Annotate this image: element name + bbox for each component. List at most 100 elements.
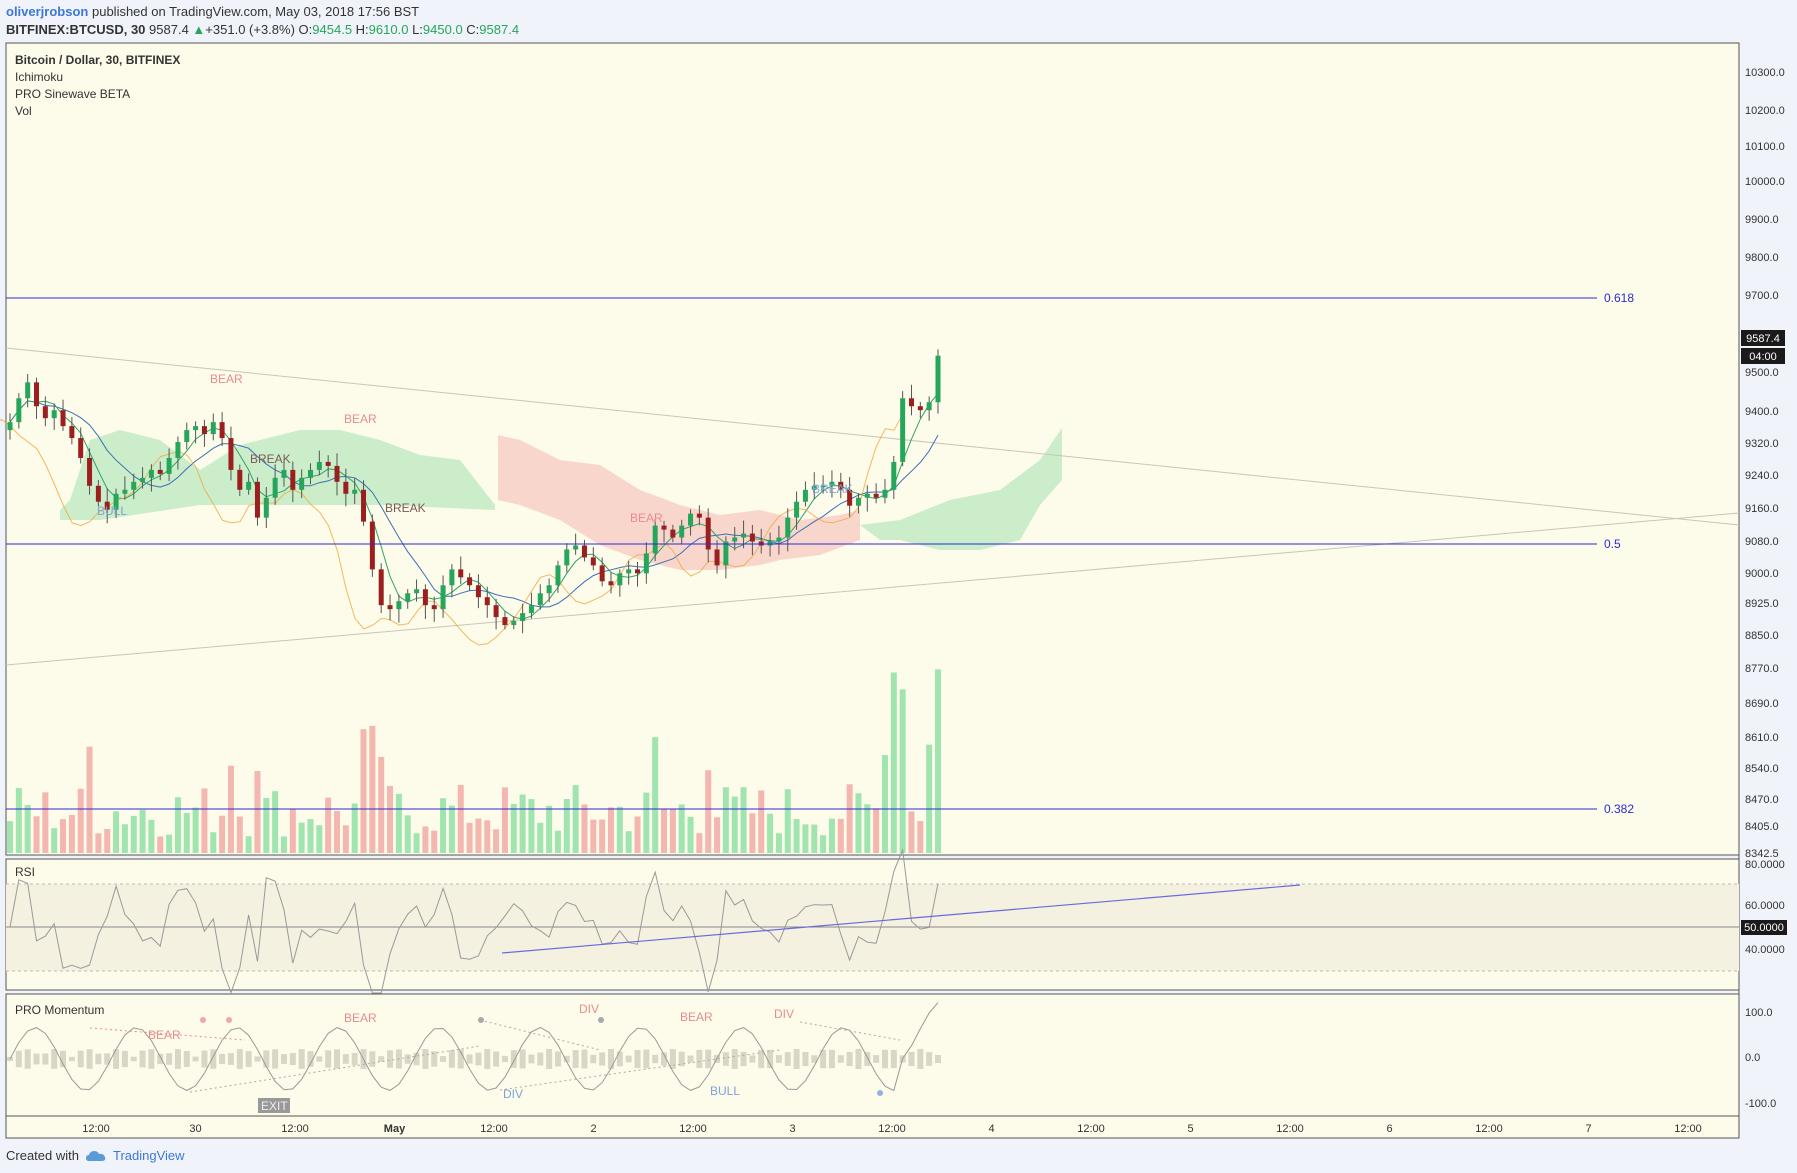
momentum-hist-bar — [157, 1053, 164, 1065]
volume-bar — [33, 816, 40, 853]
volume-bar — [60, 819, 67, 853]
candle-body — [811, 485, 817, 490]
volume-bar — [625, 831, 632, 853]
price-tick: 8470.0 — [1745, 794, 1779, 806]
momentum-hist-bar — [378, 1056, 385, 1062]
time-axis-labels[interactable]: 12:00 30 12:00 May 12:00 2 12:00 3 12:00 4 12:00 5 1… — [82, 1123, 1702, 1135]
momentum-hist-bar — [42, 1053, 49, 1065]
momentum-hist-bar — [201, 1050, 208, 1068]
candle-body — [635, 569, 641, 574]
momentum-hist-bar — [784, 1052, 791, 1066]
fib-level-label: 0.5 — [1604, 537, 1621, 551]
momentum-hist-bar — [272, 1049, 279, 1069]
tradingview-link[interactable]: TradingView — [112, 1148, 185, 1163]
momentum-hist-bar — [652, 1054, 659, 1064]
momentum-hist-bar — [307, 1051, 314, 1067]
candle-body — [467, 577, 473, 586]
legend-symbol[interactable]: Bitcoin / Dollar, 30, BITFINEX — [15, 53, 180, 67]
legend-sinewave[interactable]: PRO Sinewave BETA — [15, 87, 130, 101]
momentum-hist-bar — [669, 1049, 676, 1069]
volume-bar — [908, 811, 915, 853]
candle-body — [140, 477, 146, 482]
momentum-hist-bar — [563, 1055, 570, 1063]
legend-volume[interactable]: Vol — [15, 104, 32, 118]
candle-body — [449, 569, 455, 586]
candle-body — [528, 605, 534, 614]
author-name[interactable]: oliverjrobson — [6, 4, 89, 19]
volume-bar — [784, 789, 791, 853]
candle-body — [926, 402, 932, 411]
rsi-indicator: RSI 80.0000 60.0000 40.0000 50.0000 — [6, 848, 1787, 994]
candle-body — [414, 589, 420, 594]
signal-label: BEAR — [344, 412, 377, 426]
volume-bar — [493, 829, 500, 853]
volume-bar — [793, 819, 800, 853]
tradingview-cloud-icon — [85, 1150, 106, 1161]
price-tick: 10100.0 — [1745, 141, 1785, 153]
momentum-line — [9, 1002, 939, 1092]
momentum-hist-bar — [890, 1049, 897, 1069]
volume-bar — [510, 803, 517, 853]
volume-bar — [307, 819, 314, 853]
momentum-hist-bar — [404, 1054, 411, 1064]
candle-body — [352, 489, 358, 494]
volume-bar — [678, 804, 685, 853]
momentum-hist-bar — [245, 1051, 252, 1067]
momentum-hist-bar — [342, 1054, 349, 1064]
price-axis[interactable]: 10300.0 10200.0 10100.0 10000.0 9900.0 9800.0… — [1745, 67, 1785, 860]
time-tick: 12:00 — [281, 1123, 309, 1135]
volume-bar — [130, 815, 137, 853]
kijun-line — [9, 400, 939, 608]
momentum-hist-bar — [634, 1049, 641, 1069]
momentum-hist-bar — [731, 1049, 738, 1069]
momentum-label: BEAR — [680, 1010, 713, 1024]
price-change: +351.0 (+3.8%) — [205, 22, 295, 37]
momentum-hist-bar — [121, 1050, 128, 1068]
momentum-hist-bar — [554, 1051, 561, 1067]
momentum-hist-bar — [528, 1054, 535, 1064]
candle-body — [254, 481, 260, 518]
candle-body — [802, 489, 808, 502]
candle-body — [263, 497, 269, 518]
momentum-hist-bar — [219, 1053, 226, 1065]
momentum-hist-bar — [935, 1055, 941, 1063]
candle-body — [69, 426, 75, 439]
volume-bar — [448, 805, 455, 853]
rsi-title[interactable]: RSI — [15, 865, 35, 879]
rsi-trendline — [501, 884, 1301, 954]
volume-bar — [714, 817, 721, 853]
momentum-title[interactable]: PRO Momentum — [15, 1003, 104, 1017]
price-tick: 9900.0 — [1745, 214, 1779, 226]
volume-bar — [77, 788, 84, 853]
volume-bar — [254, 771, 261, 853]
momentum-label: DIV — [503, 1087, 523, 1101]
price-tick: 8925.0 — [1745, 598, 1779, 610]
legend-ichimoku[interactable]: Ichimoku — [15, 70, 63, 84]
momentum-hist-bar — [705, 1049, 712, 1069]
candle-body — [307, 469, 313, 478]
momentum-label: EXIT — [261, 1099, 288, 1113]
volume-bar — [378, 756, 385, 853]
candle-body — [661, 525, 667, 530]
volume-bar — [519, 794, 526, 853]
volume-bar — [183, 812, 190, 853]
candle-body — [626, 569, 632, 574]
candle-body — [210, 422, 216, 435]
signal-label: BREAK — [385, 501, 426, 515]
price-tick: 9700.0 — [1745, 290, 1779, 302]
close-label: C: — [466, 22, 480, 37]
published-text: published on TradingView.com, May 03, 20… — [91, 4, 420, 19]
momentum-hist-bar — [183, 1050, 190, 1068]
volume-bar — [652, 737, 659, 853]
volume-bar — [749, 813, 756, 853]
candle-body — [175, 442, 181, 458]
candle-body — [511, 621, 517, 626]
momentum-hist-bar — [493, 1051, 500, 1067]
momentum-hist-bar — [15, 1050, 22, 1068]
momentum-marker — [478, 1017, 484, 1023]
volume-bar — [86, 746, 93, 853]
volume-bar — [113, 811, 120, 853]
volume-bar — [245, 836, 252, 853]
created-with-text: Created with — [6, 1148, 79, 1163]
